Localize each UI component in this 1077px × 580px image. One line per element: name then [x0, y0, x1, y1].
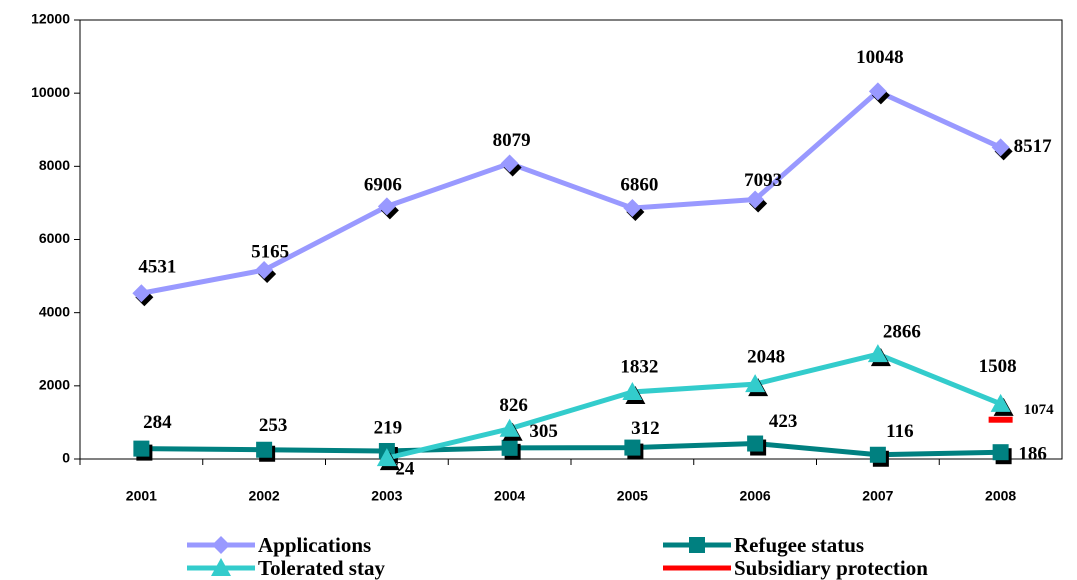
y-tick-label: 4000 — [39, 303, 70, 319]
x-tick-label: 2005 — [617, 488, 648, 504]
marker — [867, 344, 888, 363]
data-label: 312 — [631, 418, 660, 439]
data-label: 8517 — [1014, 136, 1053, 157]
y-tick-label: 0 — [62, 450, 70, 466]
data-label: 1832 — [620, 356, 658, 377]
data-label: 6906 — [364, 175, 402, 196]
data-label: 1074 — [1024, 402, 1055, 418]
data-label: 6860 — [620, 174, 658, 195]
data-label: 2048 — [747, 346, 785, 367]
series-line — [141, 441, 1001, 458]
legend-label: Subsidiary protection — [734, 556, 928, 580]
marker — [624, 439, 641, 456]
marker — [377, 197, 396, 216]
legend-marker — [211, 558, 231, 576]
data-label: 186 — [1018, 444, 1047, 465]
marker — [992, 444, 1009, 461]
x-tick-label: 2001 — [126, 488, 157, 504]
marker — [133, 440, 150, 457]
x-tick-label: 2002 — [249, 488, 280, 504]
y-tick-label: 2000 — [39, 377, 70, 393]
y-tick-label: 8000 — [39, 157, 70, 173]
data-label: 116 — [886, 421, 913, 442]
legend-label: Applications — [258, 533, 371, 557]
x-tick-label: 2004 — [494, 488, 525, 504]
y-tick-label: 6000 — [39, 230, 70, 246]
marker — [376, 448, 397, 467]
marker — [869, 446, 886, 463]
plot-area — [79, 19, 1063, 460]
series-line — [386, 351, 1002, 461]
marker — [622, 381, 643, 400]
data-label: 253 — [259, 415, 288, 436]
legend-label: Tolerated stay — [258, 556, 385, 580]
data-label: 8079 — [493, 130, 531, 151]
data-label: 423 — [769, 411, 798, 432]
x-tick-label: 2007 — [862, 488, 893, 504]
marker — [868, 82, 887, 101]
data-label: 10048 — [856, 47, 904, 68]
marker — [988, 416, 1013, 423]
data-label: 24 — [395, 458, 415, 479]
data-label: 7093 — [744, 170, 782, 191]
legend-label: Refugee status — [734, 533, 864, 557]
marker — [500, 154, 519, 173]
marker — [256, 441, 273, 458]
legend-marker — [212, 536, 230, 554]
marker — [747, 435, 764, 452]
marker — [623, 199, 642, 218]
x-tick-label: 2008 — [985, 488, 1016, 504]
marker — [255, 261, 274, 280]
data-label: 5165 — [251, 241, 289, 262]
data-label: 1508 — [979, 356, 1017, 377]
data-label: 219 — [374, 417, 403, 438]
data-label: 4531 — [138, 257, 176, 278]
data-label: 2866 — [883, 322, 921, 343]
legend-marker — [689, 537, 705, 553]
marker — [499, 418, 520, 437]
marker — [990, 393, 1011, 412]
y-tick-label: 12000 — [31, 11, 70, 27]
data-label: 284 — [143, 412, 172, 433]
marker — [746, 190, 765, 209]
marker — [132, 284, 151, 303]
data-label: 826 — [499, 395, 528, 416]
x-tick-label: 2006 — [740, 488, 771, 504]
y-tick-label: 10000 — [31, 84, 70, 100]
x-tick-label: 2003 — [371, 488, 402, 504]
series-line — [140, 88, 1002, 296]
marker — [745, 374, 766, 393]
data-label: 305 — [529, 421, 558, 442]
marker — [501, 439, 518, 456]
marker — [991, 138, 1010, 157]
